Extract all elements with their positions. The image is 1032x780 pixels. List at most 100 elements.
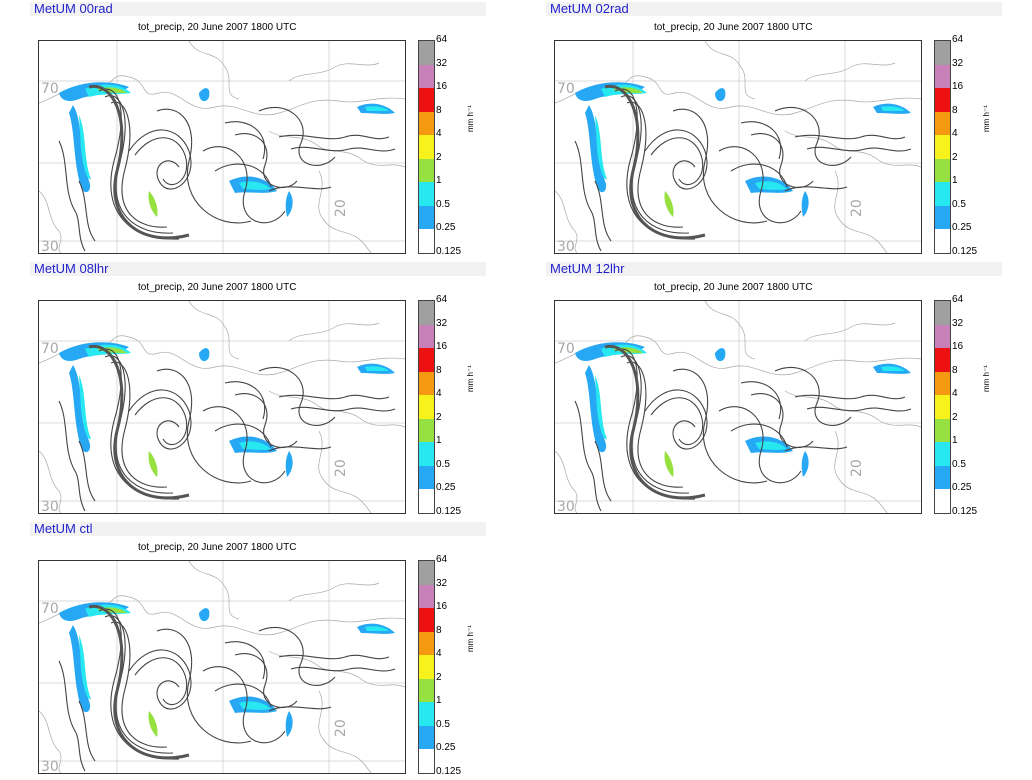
precip-patch [148, 191, 158, 217]
panel-subtitle: tot_precip, 20 June 2007 1800 UTC [138, 542, 297, 553]
panel-subtitle: tot_precip, 20 June 2007 1800 UTC [654, 282, 813, 293]
precip-patch [365, 366, 389, 371]
contour-line [290, 666, 396, 672]
contour-line [214, 683, 272, 708]
precip-patch [148, 451, 158, 477]
coastline [318, 170, 372, 253]
lat-label-70: 70 [557, 341, 575, 357]
map-svg: 70 30 20 [39, 41, 405, 253]
contour-line [784, 186, 848, 192]
contour-line [58, 140, 86, 252]
lon-label-20: 20 [333, 459, 349, 477]
contour-line [806, 406, 912, 412]
contour-line [594, 180, 612, 242]
coastline [188, 561, 240, 620]
precip-map: 70 30 20 [554, 300, 922, 514]
colorbar-swatch [935, 489, 950, 513]
contour-line [134, 137, 188, 185]
contour-line [104, 615, 174, 754]
colorbar-tick-label: 4 [952, 128, 958, 139]
colorbar-tick-label: 0.125 [436, 505, 462, 517]
precip-patch [199, 348, 210, 362]
coastline [188, 301, 240, 360]
colorbar-swatch [419, 348, 434, 372]
contour-line [278, 654, 390, 660]
colorbar-swatch [419, 584, 434, 608]
lat-label-30: 30 [41, 499, 59, 513]
precip-patch [69, 105, 91, 193]
precip-patch [715, 348, 726, 362]
coastline [288, 322, 380, 342]
contour-line [78, 180, 96, 242]
coastline [555, 190, 578, 253]
contour-line [718, 406, 802, 484]
colorbar-ticks: 64 32 16 8 4 2 1 0.5 0.25 0.125 [436, 555, 476, 777]
contour-line [58, 400, 86, 512]
colorbar-tick-label: 2 [952, 411, 958, 423]
contour-line [224, 381, 266, 420]
colorbar-tick-label: 64 [436, 554, 448, 565]
colorbar-tick-label: 64 [952, 294, 964, 305]
contour-line [156, 628, 252, 744]
colorbar-swatch [935, 442, 950, 466]
colorbar-tick-label: 0.125 [436, 245, 462, 257]
coastline [834, 170, 888, 253]
contour-line [128, 129, 192, 190]
colorbar-swatch [935, 182, 950, 206]
colorbar-tick-label: 32 [436, 57, 448, 69]
colorbar [418, 300, 435, 514]
precip-patch [148, 711, 158, 737]
contour-line [268, 186, 332, 192]
colorbar-swatch [419, 395, 434, 419]
coastline [268, 130, 405, 168]
map-svg: 70 30 20 [555, 41, 921, 253]
colorbar [418, 40, 435, 254]
map-svg: 70 30 20 [39, 301, 405, 513]
colorbar-swatch [935, 348, 950, 372]
contour-line [202, 666, 286, 744]
lat-label-30: 30 [557, 499, 575, 513]
colorbar-swatch [419, 489, 434, 513]
colorbar-swatch [419, 678, 434, 702]
colorbar-swatch [419, 182, 434, 206]
colorbar-tick-label: 0.5 [952, 458, 966, 470]
precip-patch [595, 375, 607, 440]
colorbar-tick-label: 0.25 [952, 482, 972, 493]
contour-line [740, 121, 782, 160]
contour-line [104, 95, 174, 234]
precip-patch [285, 711, 293, 737]
colorbar-tick-label: 1 [436, 435, 442, 446]
colorbar-swatch [935, 205, 950, 229]
colorbar-swatch [419, 465, 434, 489]
panel-subtitle: tot_precip, 20 June 2007 1800 UTC [654, 22, 813, 33]
contour-line [134, 397, 188, 445]
precip-map: 70 30 20 [38, 300, 406, 514]
contour-line [258, 106, 336, 166]
panel-subtitle: tot_precip, 20 June 2007 1800 UTC [138, 282, 297, 293]
map-svg: 70 30 20 [555, 301, 921, 513]
panel-title: MetUM 08lhr [34, 261, 109, 276]
colorbar-swatch [935, 418, 950, 442]
colorbar-tick-label: 1 [436, 175, 442, 186]
colorbar-ticks: 64 32 16 8 4 2 1 0.5 0.25 0.125 [952, 35, 992, 257]
colorbar-tick-label: 0.25 [952, 222, 972, 233]
colorbar-swatch [419, 631, 434, 655]
colorbar [934, 40, 951, 254]
precip-patch [69, 625, 91, 713]
colorbar-swatch [935, 64, 950, 88]
colorbar-tick-label: 64 [436, 34, 448, 45]
contour-thick [604, 84, 706, 240]
contour-line [202, 146, 286, 224]
coastline [704, 301, 756, 360]
precip-patch [199, 88, 210, 102]
lat-label-70: 70 [41, 341, 59, 357]
panel-header [30, 522, 486, 536]
lon-label-20: 20 [849, 459, 865, 477]
contour-thick [604, 344, 706, 500]
colorbar-swatch [419, 442, 434, 466]
contour-line [104, 355, 174, 494]
contour-line [626, 361, 684, 488]
contour-line [644, 129, 708, 190]
colorbar-ticks: 64 32 16 8 4 2 1 0.5 0.25 0.125 [436, 295, 476, 517]
colorbar-ticks: 64 32 16 8 4 2 1 0.5 0.25 0.125 [436, 35, 476, 257]
